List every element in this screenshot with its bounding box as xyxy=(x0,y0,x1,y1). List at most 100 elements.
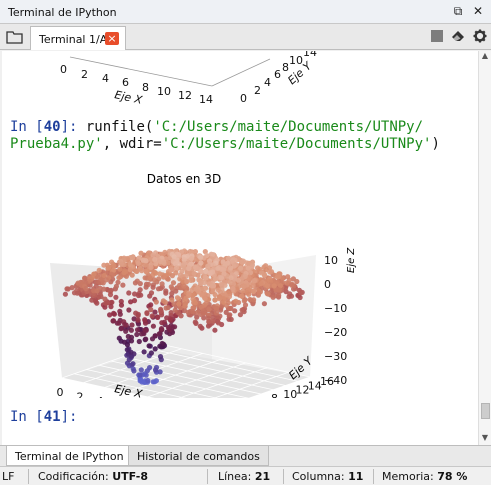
z-tick-label: −30 xyxy=(324,350,347,363)
prev-y-tick: 0 xyxy=(240,92,247,105)
input-line-40-cont[interactable]: Prueba4.py', wdir='C:/Users/maite/Docume… xyxy=(10,136,440,152)
data-point xyxy=(241,283,247,289)
code-string: Prueba4.py' xyxy=(10,136,103,152)
tab-terminal-1a[interactable]: Terminal 1/A × xyxy=(30,26,126,50)
data-point xyxy=(142,317,148,323)
data-point xyxy=(172,307,178,313)
data-point xyxy=(96,267,102,273)
scroll-thumb[interactable] xyxy=(481,403,490,419)
data-point xyxy=(100,280,106,286)
input-line-41[interactable]: In [41]: xyxy=(10,409,77,425)
scroll-up-icon[interactable]: ▲ xyxy=(481,51,489,60)
prev-y-tick: 2 xyxy=(254,84,261,97)
data-point xyxy=(173,265,180,271)
data-point xyxy=(101,272,107,279)
data-point xyxy=(107,312,113,318)
data-point xyxy=(145,377,151,384)
data-point xyxy=(233,298,239,304)
gear-icon[interactable] xyxy=(473,29,487,43)
data-point xyxy=(246,291,252,297)
data-point xyxy=(135,317,141,323)
code-string: 'C:/Users/maite/Documents/UTNPy/ xyxy=(153,119,424,135)
tab-ipython-terminal[interactable]: Terminal de IPython xyxy=(6,446,133,466)
data-point xyxy=(106,264,112,270)
data-point xyxy=(125,333,131,340)
data-point xyxy=(113,294,119,300)
data-point xyxy=(184,278,190,285)
data-point xyxy=(162,299,168,305)
data-point xyxy=(239,259,245,265)
data-point xyxy=(188,256,194,262)
data-point xyxy=(117,266,123,272)
data-point xyxy=(151,277,157,283)
data-point xyxy=(258,281,264,287)
stop-icon[interactable] xyxy=(431,30,443,42)
data-point xyxy=(163,305,169,311)
data-point xyxy=(276,292,282,298)
prev-x-tick: 12 xyxy=(178,89,192,102)
scroll-down-icon[interactable]: ▼ xyxy=(481,433,489,442)
prev-x-tick: 8 xyxy=(142,81,149,94)
data-point xyxy=(108,304,114,310)
y-tick-label: 12 xyxy=(296,384,310,397)
data-point xyxy=(169,267,175,273)
data-point xyxy=(122,321,128,327)
data-point xyxy=(135,292,142,299)
data-point xyxy=(252,278,258,284)
tab-label: Terminal 1/A xyxy=(39,33,108,46)
browse-tabs-icon[interactable] xyxy=(6,29,24,45)
data-point xyxy=(157,354,164,360)
data-point xyxy=(242,302,249,308)
data-point xyxy=(239,293,245,299)
data-point xyxy=(198,281,204,287)
prev-y-tick: 10 xyxy=(289,54,303,67)
y-tick-label: 8 xyxy=(271,392,278,398)
data-point xyxy=(143,336,149,342)
input-line-40[interactable]: In [40]: runfile('C:/Users/maite/Documen… xyxy=(10,119,423,135)
data-point xyxy=(227,312,233,318)
undock-icon[interactable]: ⧉ xyxy=(453,4,463,18)
data-point xyxy=(148,256,154,263)
data-point xyxy=(270,294,276,300)
data-point xyxy=(152,346,158,352)
tab-command-history[interactable]: Historial de comandos xyxy=(128,446,269,466)
prompt: In [40]: xyxy=(10,119,86,135)
data-point xyxy=(190,292,196,298)
data-point xyxy=(111,267,117,273)
data-point xyxy=(181,283,187,289)
data-point xyxy=(214,306,220,312)
data-point xyxy=(132,280,138,286)
data-point xyxy=(152,367,159,373)
close-pane-icon[interactable]: ✕ xyxy=(472,4,484,18)
data-point xyxy=(75,280,81,286)
data-point xyxy=(203,268,209,274)
data-point xyxy=(169,290,175,297)
data-point xyxy=(250,288,257,295)
data-point xyxy=(168,284,174,290)
data-point xyxy=(198,268,204,274)
grid-line xyxy=(123,356,274,391)
data-point xyxy=(129,272,135,278)
data-point xyxy=(169,297,175,303)
data-point xyxy=(174,295,181,301)
data-point xyxy=(159,281,165,287)
data-point xyxy=(210,252,216,258)
data-point xyxy=(298,290,304,296)
data-point xyxy=(157,271,163,277)
data-point xyxy=(131,298,138,304)
data-point xyxy=(128,327,134,333)
previous-plot: 0 2 4 6 8 10 12 14 Eje X 0 2 4 6 8 10 14… xyxy=(60,51,317,107)
x-axis-label: Eje X xyxy=(113,382,143,398)
data-point xyxy=(170,280,177,286)
console-scrollbar[interactable]: ▲ ▼ xyxy=(478,51,491,445)
data-point xyxy=(221,299,227,305)
z-tick-label: −10 xyxy=(324,302,347,315)
data-point xyxy=(178,313,184,319)
data-point xyxy=(271,283,277,289)
tab-close-icon[interactable]: × xyxy=(105,32,119,45)
data-point xyxy=(116,320,122,326)
data-point xyxy=(118,302,125,308)
ipython-console[interactable]: 0 2 4 6 8 10 12 14 Eje X 0 2 4 6 8 10 14… xyxy=(2,51,478,445)
eraser-icon[interactable] xyxy=(451,30,465,42)
data-point xyxy=(111,311,117,317)
